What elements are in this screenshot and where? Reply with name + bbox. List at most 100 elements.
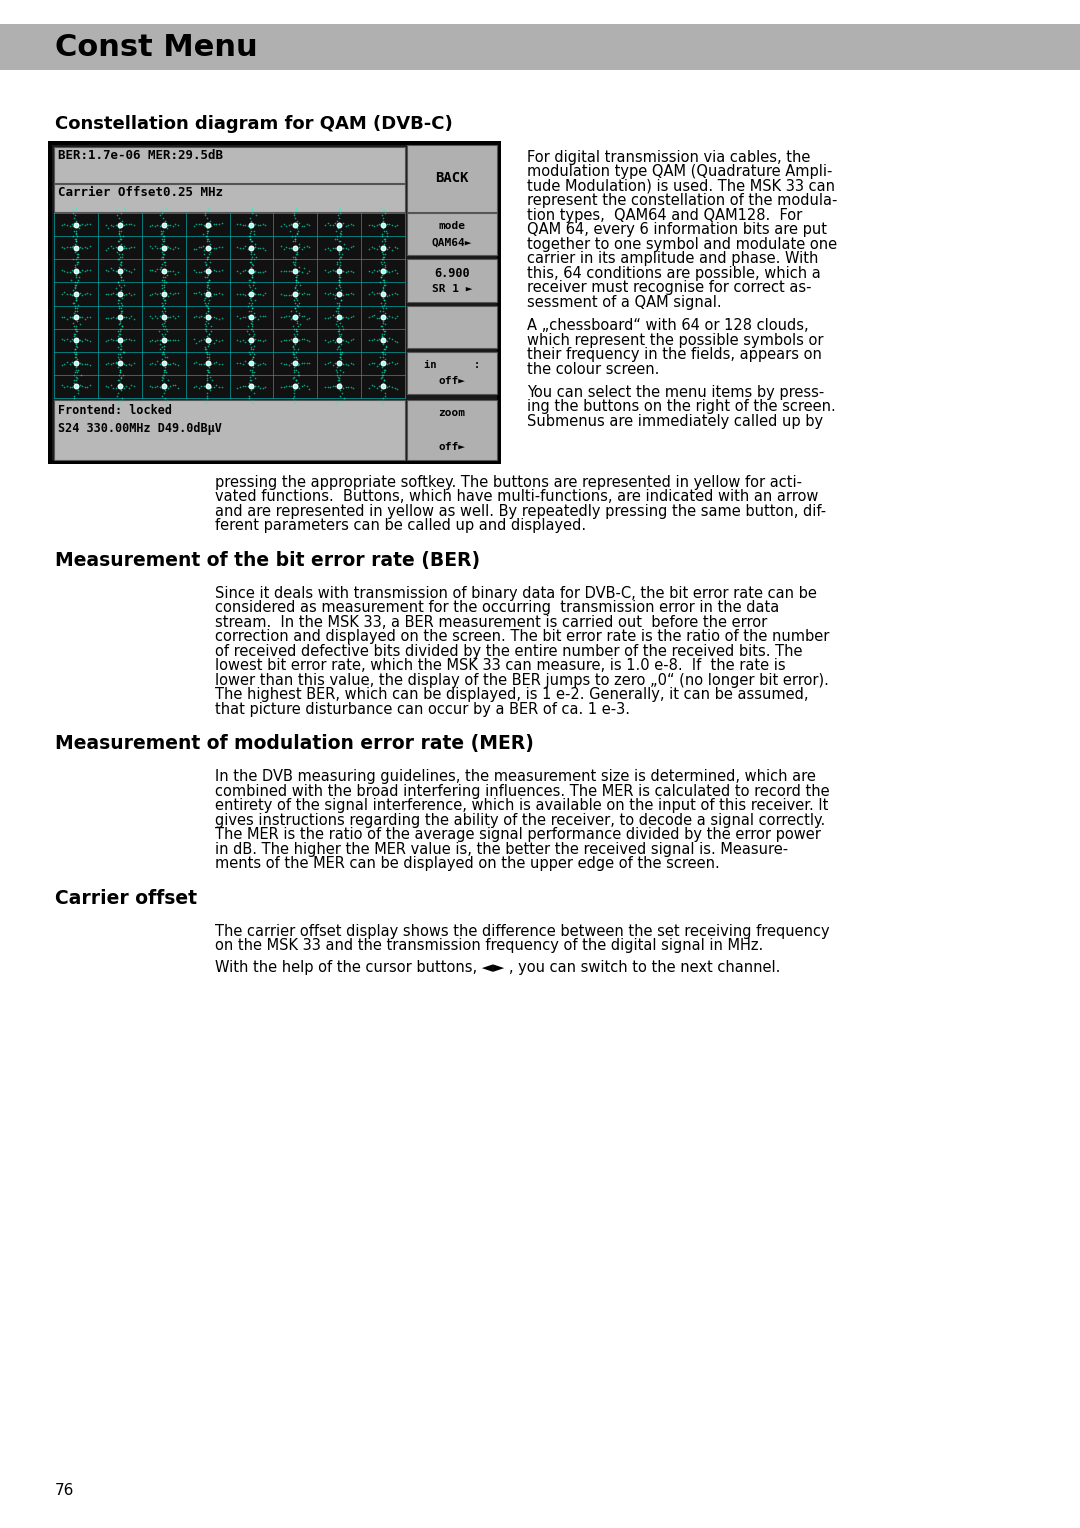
- Point: [213, 351, 230, 376]
- Point: [192, 283, 210, 307]
- Point: [333, 281, 350, 306]
- Point: [185, 258, 202, 283]
- Point: [156, 351, 173, 376]
- Point: [374, 237, 391, 261]
- Point: [111, 332, 129, 356]
- Text: tion types,  QAM64 and QAM128.  For: tion types, QAM64 and QAM128. For: [527, 208, 802, 223]
- Point: [190, 351, 207, 376]
- Point: [67, 274, 84, 298]
- Point: [149, 257, 166, 281]
- Point: [156, 270, 173, 295]
- Point: [118, 353, 135, 377]
- Point: [242, 306, 259, 330]
- Point: [242, 330, 259, 354]
- Point: [329, 313, 347, 338]
- Point: [288, 241, 306, 266]
- Point: [65, 290, 82, 315]
- Point: [105, 258, 122, 283]
- Point: [207, 212, 225, 237]
- Point: [201, 275, 218, 299]
- Point: [243, 219, 260, 243]
- Point: [199, 351, 216, 376]
- Point: [200, 257, 217, 281]
- Point: [286, 275, 303, 299]
- Point: [192, 260, 210, 284]
- Point: [60, 214, 78, 238]
- Point: [324, 327, 341, 351]
- Point: [376, 306, 393, 330]
- Point: [156, 342, 173, 367]
- Point: [229, 304, 246, 329]
- Point: [199, 281, 216, 306]
- Point: [151, 304, 168, 329]
- Point: [283, 374, 300, 399]
- Point: [58, 374, 76, 399]
- Point: [199, 329, 216, 353]
- Text: BER:1.7e-06 MER:29.5dB: BER:1.7e-06 MER:29.5dB: [58, 150, 222, 162]
- Point: [368, 281, 386, 306]
- Point: [332, 244, 349, 269]
- Point: [99, 306, 117, 330]
- Point: [67, 289, 84, 313]
- Point: [257, 237, 274, 261]
- Point: [329, 351, 347, 376]
- Point: [243, 358, 260, 382]
- Point: [285, 377, 302, 402]
- Point: [378, 306, 395, 330]
- Point: [110, 374, 127, 399]
- Point: [246, 260, 264, 284]
- Point: [330, 324, 348, 348]
- Point: [330, 290, 348, 315]
- Point: [234, 235, 252, 260]
- Point: [58, 327, 76, 351]
- Point: [332, 270, 349, 295]
- Point: [153, 235, 171, 260]
- Point: [199, 306, 216, 330]
- Point: [69, 249, 86, 274]
- Point: [329, 306, 347, 330]
- Point: [125, 283, 143, 307]
- Point: [68, 361, 85, 385]
- Point: [368, 306, 386, 330]
- Point: [337, 214, 354, 238]
- Point: [377, 342, 394, 367]
- Point: [375, 319, 392, 344]
- Point: [70, 358, 87, 382]
- Point: [244, 353, 261, 377]
- Point: [229, 329, 246, 353]
- Point: [332, 252, 349, 277]
- Point: [330, 281, 348, 306]
- Point: [58, 235, 76, 260]
- Point: [198, 319, 215, 344]
- Point: [288, 374, 306, 399]
- Point: [335, 283, 352, 307]
- Point: [205, 235, 222, 260]
- Point: [146, 214, 163, 238]
- Text: mode: mode: [438, 222, 465, 231]
- Point: [56, 235, 73, 260]
- Point: [103, 306, 120, 330]
- Point: [154, 306, 172, 330]
- Point: [118, 283, 135, 307]
- Point: [64, 212, 81, 237]
- Point: [113, 313, 131, 338]
- Point: [329, 203, 347, 228]
- Point: [207, 329, 225, 353]
- Point: [257, 260, 274, 284]
- Point: [110, 329, 127, 353]
- Point: [114, 351, 132, 376]
- Point: [337, 329, 354, 353]
- Point: [345, 281, 362, 306]
- Point: [157, 196, 174, 220]
- Point: [287, 241, 305, 266]
- Point: [334, 306, 351, 330]
- Text: Since it deals with transmission of binary data for DVB-C, the bit error rate ca: Since it deals with transmission of bina…: [215, 585, 816, 601]
- Point: [284, 225, 301, 249]
- Point: [286, 252, 303, 277]
- Point: [296, 281, 313, 306]
- Point: [252, 212, 269, 237]
- Point: [107, 281, 124, 306]
- Point: [330, 374, 348, 399]
- Point: [286, 214, 303, 238]
- Point: [374, 248, 391, 272]
